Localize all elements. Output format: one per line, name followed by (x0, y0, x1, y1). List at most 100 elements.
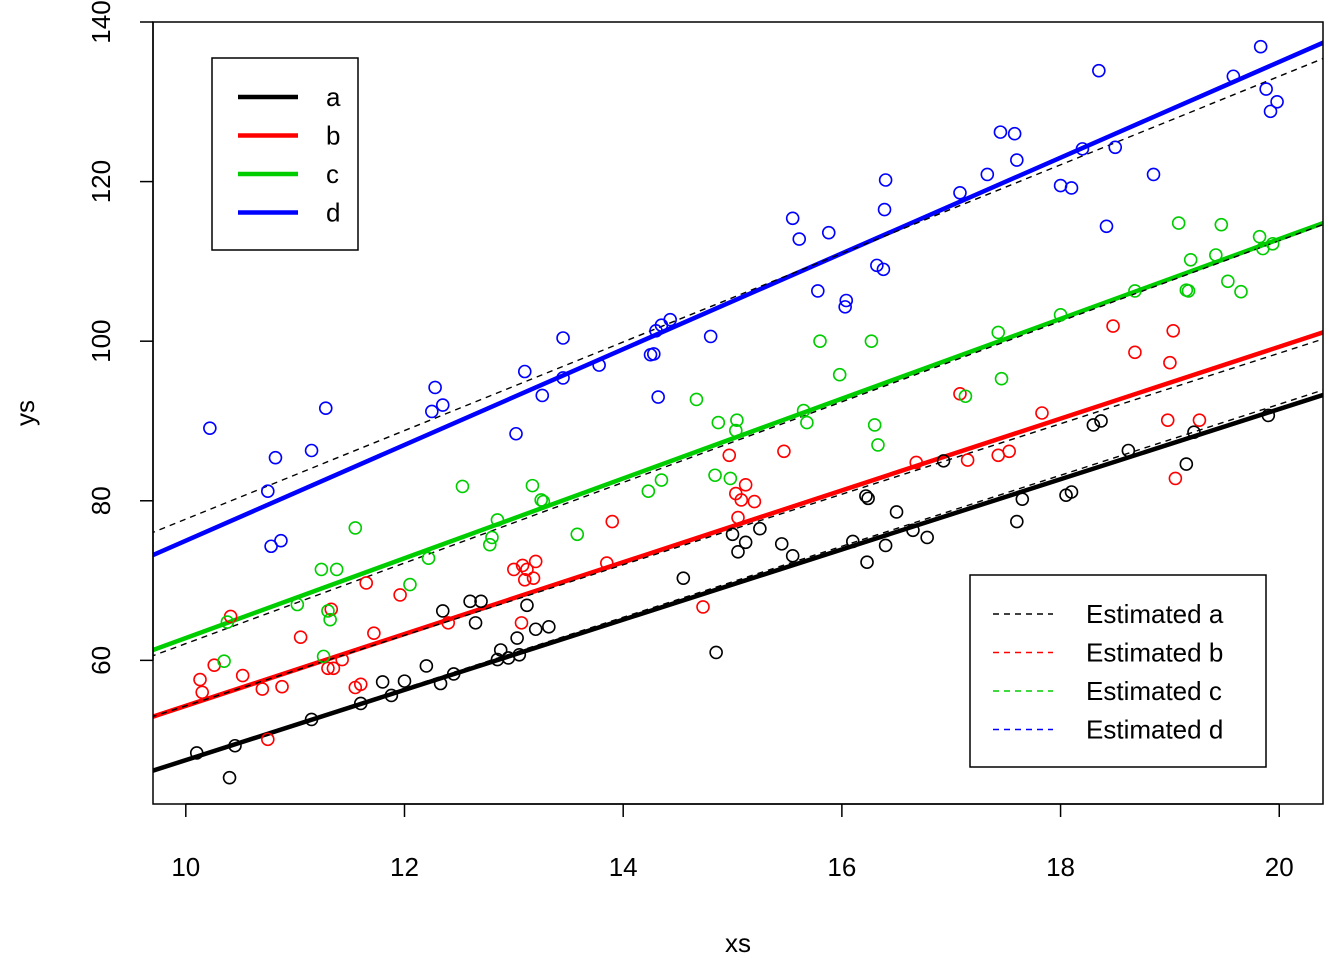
point-d (1075, 142, 1090, 156)
y-tick-label: 120 (86, 160, 116, 203)
point-b (1163, 355, 1177, 370)
point-b (367, 626, 381, 641)
point-a (1261, 408, 1276, 423)
point-d (980, 167, 995, 182)
point-d (953, 185, 967, 200)
point-c (217, 654, 231, 668)
point-d (509, 426, 523, 441)
y-tick-label: 100 (86, 319, 116, 362)
point-d (517, 364, 532, 379)
point-b (1002, 444, 1016, 459)
point-d (1270, 94, 1284, 109)
point-a (228, 738, 242, 753)
x-tick-label: 12 (390, 852, 419, 882)
point-c (403, 577, 417, 592)
point-a (520, 598, 534, 613)
point-c (1234, 284, 1248, 299)
legend-box (211, 57, 359, 251)
point-b (293, 630, 308, 645)
point-c (1171, 216, 1186, 230)
point-a (676, 571, 691, 585)
point-d (703, 329, 718, 344)
point-a (738, 535, 753, 550)
point-a (1121, 443, 1136, 458)
point-b (193, 672, 207, 687)
point-b (321, 661, 335, 676)
point-c (421, 551, 436, 566)
legend-label: c (326, 159, 339, 189)
point-b (1106, 319, 1120, 333)
point-b (235, 668, 250, 683)
point-d (838, 300, 852, 314)
point-a (920, 530, 934, 545)
point-a (474, 594, 488, 609)
point-d (811, 284, 825, 298)
point-a (353, 696, 368, 711)
point-a (189, 746, 204, 760)
point-d (1146, 167, 1161, 182)
point-a (859, 489, 873, 503)
point-b (514, 616, 529, 630)
point-c (864, 334, 879, 348)
point-a (512, 647, 527, 662)
legend-bottom-right: Estimated a Estimated b Estimated c Estimat… (969, 574, 1267, 768)
y-axis-title: ys (10, 400, 40, 426)
point-a (906, 523, 920, 538)
point-c (1265, 237, 1280, 251)
point-c (689, 392, 704, 407)
point-d (839, 293, 854, 308)
point-d (556, 371, 570, 385)
estimated-line-c (153, 223, 1323, 657)
point-b (335, 652, 349, 667)
point-d (1099, 219, 1114, 234)
point-a (1064, 485, 1079, 499)
point-a (785, 549, 800, 563)
x-tick-label: 16 (827, 852, 856, 882)
point-c (958, 389, 973, 404)
point-b (599, 556, 614, 570)
point-a (725, 527, 740, 542)
y-tick-label: 80 (86, 486, 116, 515)
true-line-d (153, 40, 1323, 558)
point-c (796, 403, 811, 418)
point-a (1015, 492, 1030, 506)
point-d (1007, 126, 1022, 141)
point-d (556, 331, 570, 345)
point-a (468, 616, 483, 630)
point-d (268, 450, 283, 465)
point-d (1010, 153, 1024, 167)
true-line-a (153, 392, 1323, 774)
point-b (777, 444, 791, 459)
point-c (708, 468, 722, 483)
point-a (860, 555, 874, 570)
point-d (663, 312, 678, 327)
point-a (878, 538, 893, 553)
point-c (525, 478, 540, 493)
point-c (991, 325, 1006, 340)
point-d (203, 421, 217, 435)
point-d (785, 211, 800, 226)
point-d (1263, 104, 1278, 119)
point-a (542, 620, 556, 634)
point-c (490, 513, 505, 527)
point-c (800, 415, 814, 430)
point-d (318, 401, 333, 416)
point-c (723, 471, 738, 486)
point-a (1010, 514, 1024, 529)
point-c (813, 334, 827, 348)
point-c (1183, 252, 1198, 267)
point-c (871, 438, 885, 452)
point-c (641, 484, 656, 499)
point-c (316, 649, 331, 664)
point-b (1160, 413, 1175, 427)
point-a (375, 675, 390, 689)
point-d (428, 380, 442, 395)
point-b (1035, 406, 1049, 420)
point-c (1252, 229, 1267, 244)
point-d (651, 390, 665, 404)
point-d (535, 388, 550, 403)
point-c (1128, 284, 1142, 298)
